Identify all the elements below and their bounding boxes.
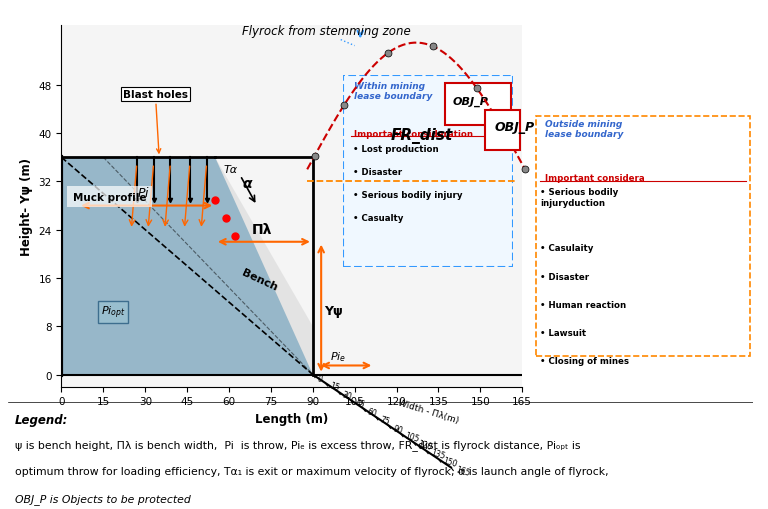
FancyBboxPatch shape	[485, 111, 520, 151]
Text: $Pi_{opt}$: $Pi_{opt}$	[101, 304, 125, 320]
Text: 60: 60	[366, 406, 379, 418]
Text: 120: 120	[417, 439, 433, 451]
Text: ψ is bench height, Πλ is bench width,  Pi  is throw, Piₑ is excess throw, FR_dis: ψ is bench height, Πλ is bench width, Pi…	[15, 439, 581, 450]
Text: 135: 135	[429, 447, 445, 460]
Text: • Human reaction: • Human reaction	[541, 300, 627, 309]
Text: Flyrock from stemming zone: Flyrock from stemming zone	[243, 24, 411, 38]
Text: 150: 150	[442, 456, 458, 468]
Text: Blast holes: Blast holes	[123, 90, 188, 154]
Y-axis label: Height- Yψ (m): Height- Yψ (m)	[20, 157, 33, 255]
Text: 165: 165	[455, 464, 471, 477]
Text: Legend:: Legend:	[15, 413, 68, 426]
X-axis label: Length (m): Length (m)	[255, 412, 329, 425]
Polygon shape	[61, 158, 313, 375]
Text: Yψ: Yψ	[324, 304, 343, 318]
Text: 0: 0	[316, 374, 323, 384]
Text: FR_dist: FR_dist	[391, 128, 453, 144]
FancyBboxPatch shape	[536, 117, 750, 356]
Text: $Pi_e$: $Pi_e$	[329, 350, 346, 363]
Text: OBJ_P is Objects to be protected: OBJ_P is Objects to be protected	[15, 493, 191, 504]
Text: Outside mining
lease boundary: Outside mining lease boundary	[545, 120, 623, 139]
Text: • Disaster: • Disaster	[541, 272, 590, 281]
Text: 15: 15	[329, 381, 340, 392]
Text: Muck profile: Muck profile	[73, 192, 146, 202]
Text: 105: 105	[404, 430, 421, 443]
Polygon shape	[61, 158, 313, 375]
Text: • Serious bodily
injuryduction: • Serious bodily injuryduction	[541, 188, 618, 207]
Text: Πλ: Πλ	[251, 222, 272, 236]
Text: Bench: Bench	[240, 267, 279, 293]
Text: 30: 30	[341, 389, 353, 401]
Text: 75: 75	[379, 415, 391, 426]
Text: α: α	[243, 177, 253, 191]
Text: Important considera: Important considera	[545, 173, 644, 182]
Text: • Casulaity: • Casulaity	[541, 244, 594, 253]
Text: $Pi$: $Pi$	[137, 186, 150, 200]
Text: OBJ_P: OBJ_P	[495, 121, 535, 134]
Text: • Closing of mines: • Closing of mines	[541, 356, 629, 365]
Text: optimum throw for loading efficiency, Tα₁ is exit or maximum velocity of flyrock: optimum throw for loading efficiency, Tα…	[15, 466, 609, 476]
Text: Width - Πλ(m): Width - Πλ(m)	[396, 398, 460, 425]
Text: 90: 90	[392, 423, 403, 435]
Text: Tα: Tα	[223, 165, 237, 175]
Text: 45: 45	[354, 398, 366, 409]
Text: • Lawsuit: • Lawsuit	[541, 328, 587, 337]
